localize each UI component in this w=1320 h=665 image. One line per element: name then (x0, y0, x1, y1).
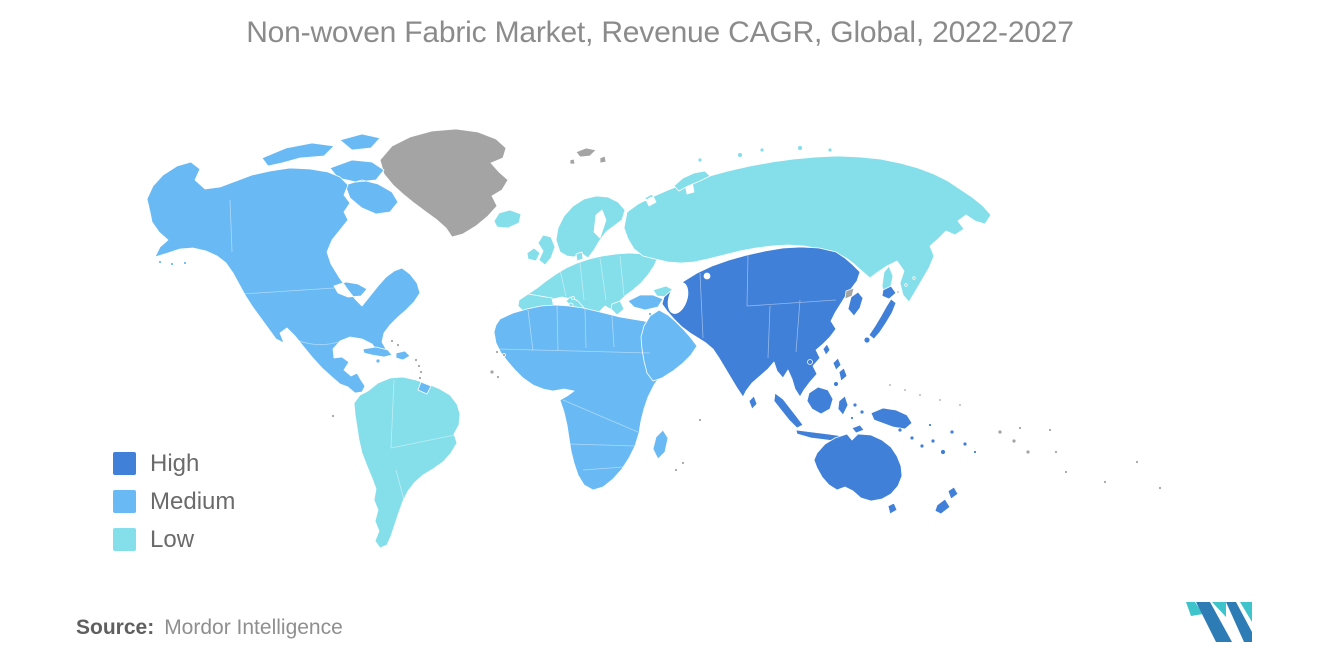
region-asia-high (661, 246, 861, 398)
region-greenland (379, 128, 509, 238)
dots-atlantic-islands (489, 350, 506, 379)
legend-item-high: High (113, 450, 235, 477)
legend-item-low: Low (113, 526, 235, 553)
dots-polynesia-gray (997, 426, 1162, 490)
region-africa (493, 304, 687, 491)
source-line: Source: Mordor Intelligence (76, 616, 343, 640)
region-greece (610, 300, 625, 316)
legend-label-high: High (150, 450, 200, 477)
country-borders (229, 199, 837, 501)
legend-swatch-medium (113, 490, 136, 513)
region-arctic-islands (261, 133, 399, 215)
legend: High Medium Low (113, 452, 235, 566)
region-iceland (493, 209, 522, 229)
caspian-sea (667, 282, 689, 314)
aral-sea (703, 272, 711, 280)
source-value: Mordor Intelligence (164, 616, 343, 639)
legend-label-medium: Medium (150, 488, 236, 515)
dots-arctic-islands-russia (697, 145, 833, 163)
logo-shape-blue-main (1196, 602, 1232, 642)
logo-shape-teal-mid (1212, 602, 1226, 617)
logo-shape-teal-right (1240, 602, 1252, 622)
region-mindanao (833, 381, 839, 387)
dots-pacific-high (897, 423, 977, 455)
region-turkey (627, 294, 664, 311)
region-kyushu (863, 336, 871, 344)
logo-shape-teal-left (1186, 602, 1203, 616)
region-russia (623, 155, 992, 303)
region-philippines (832, 357, 848, 382)
region-indonesia (773, 386, 865, 443)
region-svalbard (569, 147, 607, 165)
region-ireland (526, 247, 541, 262)
region-jamaica (375, 358, 381, 364)
region-french-guiana (417, 381, 432, 395)
dots-moluccas (850, 402, 865, 420)
region-new-guinea (870, 407, 913, 430)
dots-lesser-antilles (390, 339, 423, 386)
region-novaya-zemlya (673, 170, 711, 192)
region-new-zealand (934, 486, 959, 515)
dot-galapagos (331, 414, 335, 418)
region-uk (537, 234, 556, 266)
region-denmark (575, 251, 584, 262)
legend-swatch-high (113, 452, 136, 475)
region-south-korea (847, 291, 864, 317)
legend-label-low: Low (150, 526, 195, 553)
region-scandinavia (555, 195, 626, 259)
logo-shape-blue-right (1226, 602, 1252, 642)
region-hainan (807, 359, 813, 365)
mordor-intelligence-logo (1186, 602, 1252, 642)
chart-title: Non-woven Fabric Market, Revenue CAGR, G… (246, 16, 1074, 49)
region-south-america (353, 376, 461, 549)
region-tasmania (887, 502, 898, 515)
legend-item-medium: Medium (113, 488, 236, 515)
region-japan (868, 285, 897, 340)
region-madagascar (652, 429, 669, 460)
source-label: Source: (76, 616, 155, 639)
region-arabia (640, 309, 698, 382)
dots-aleutians (158, 260, 187, 266)
region-australia (813, 433, 903, 502)
dots-micronesia (888, 383, 962, 407)
dots-indian-ocean-islands (674, 418, 702, 472)
region-caribbean (362, 346, 411, 361)
legend-swatch-low (113, 528, 136, 551)
region-taiwan (822, 343, 831, 356)
dots-kuril-islands (896, 276, 916, 294)
region-sri-lanka (748, 395, 758, 410)
